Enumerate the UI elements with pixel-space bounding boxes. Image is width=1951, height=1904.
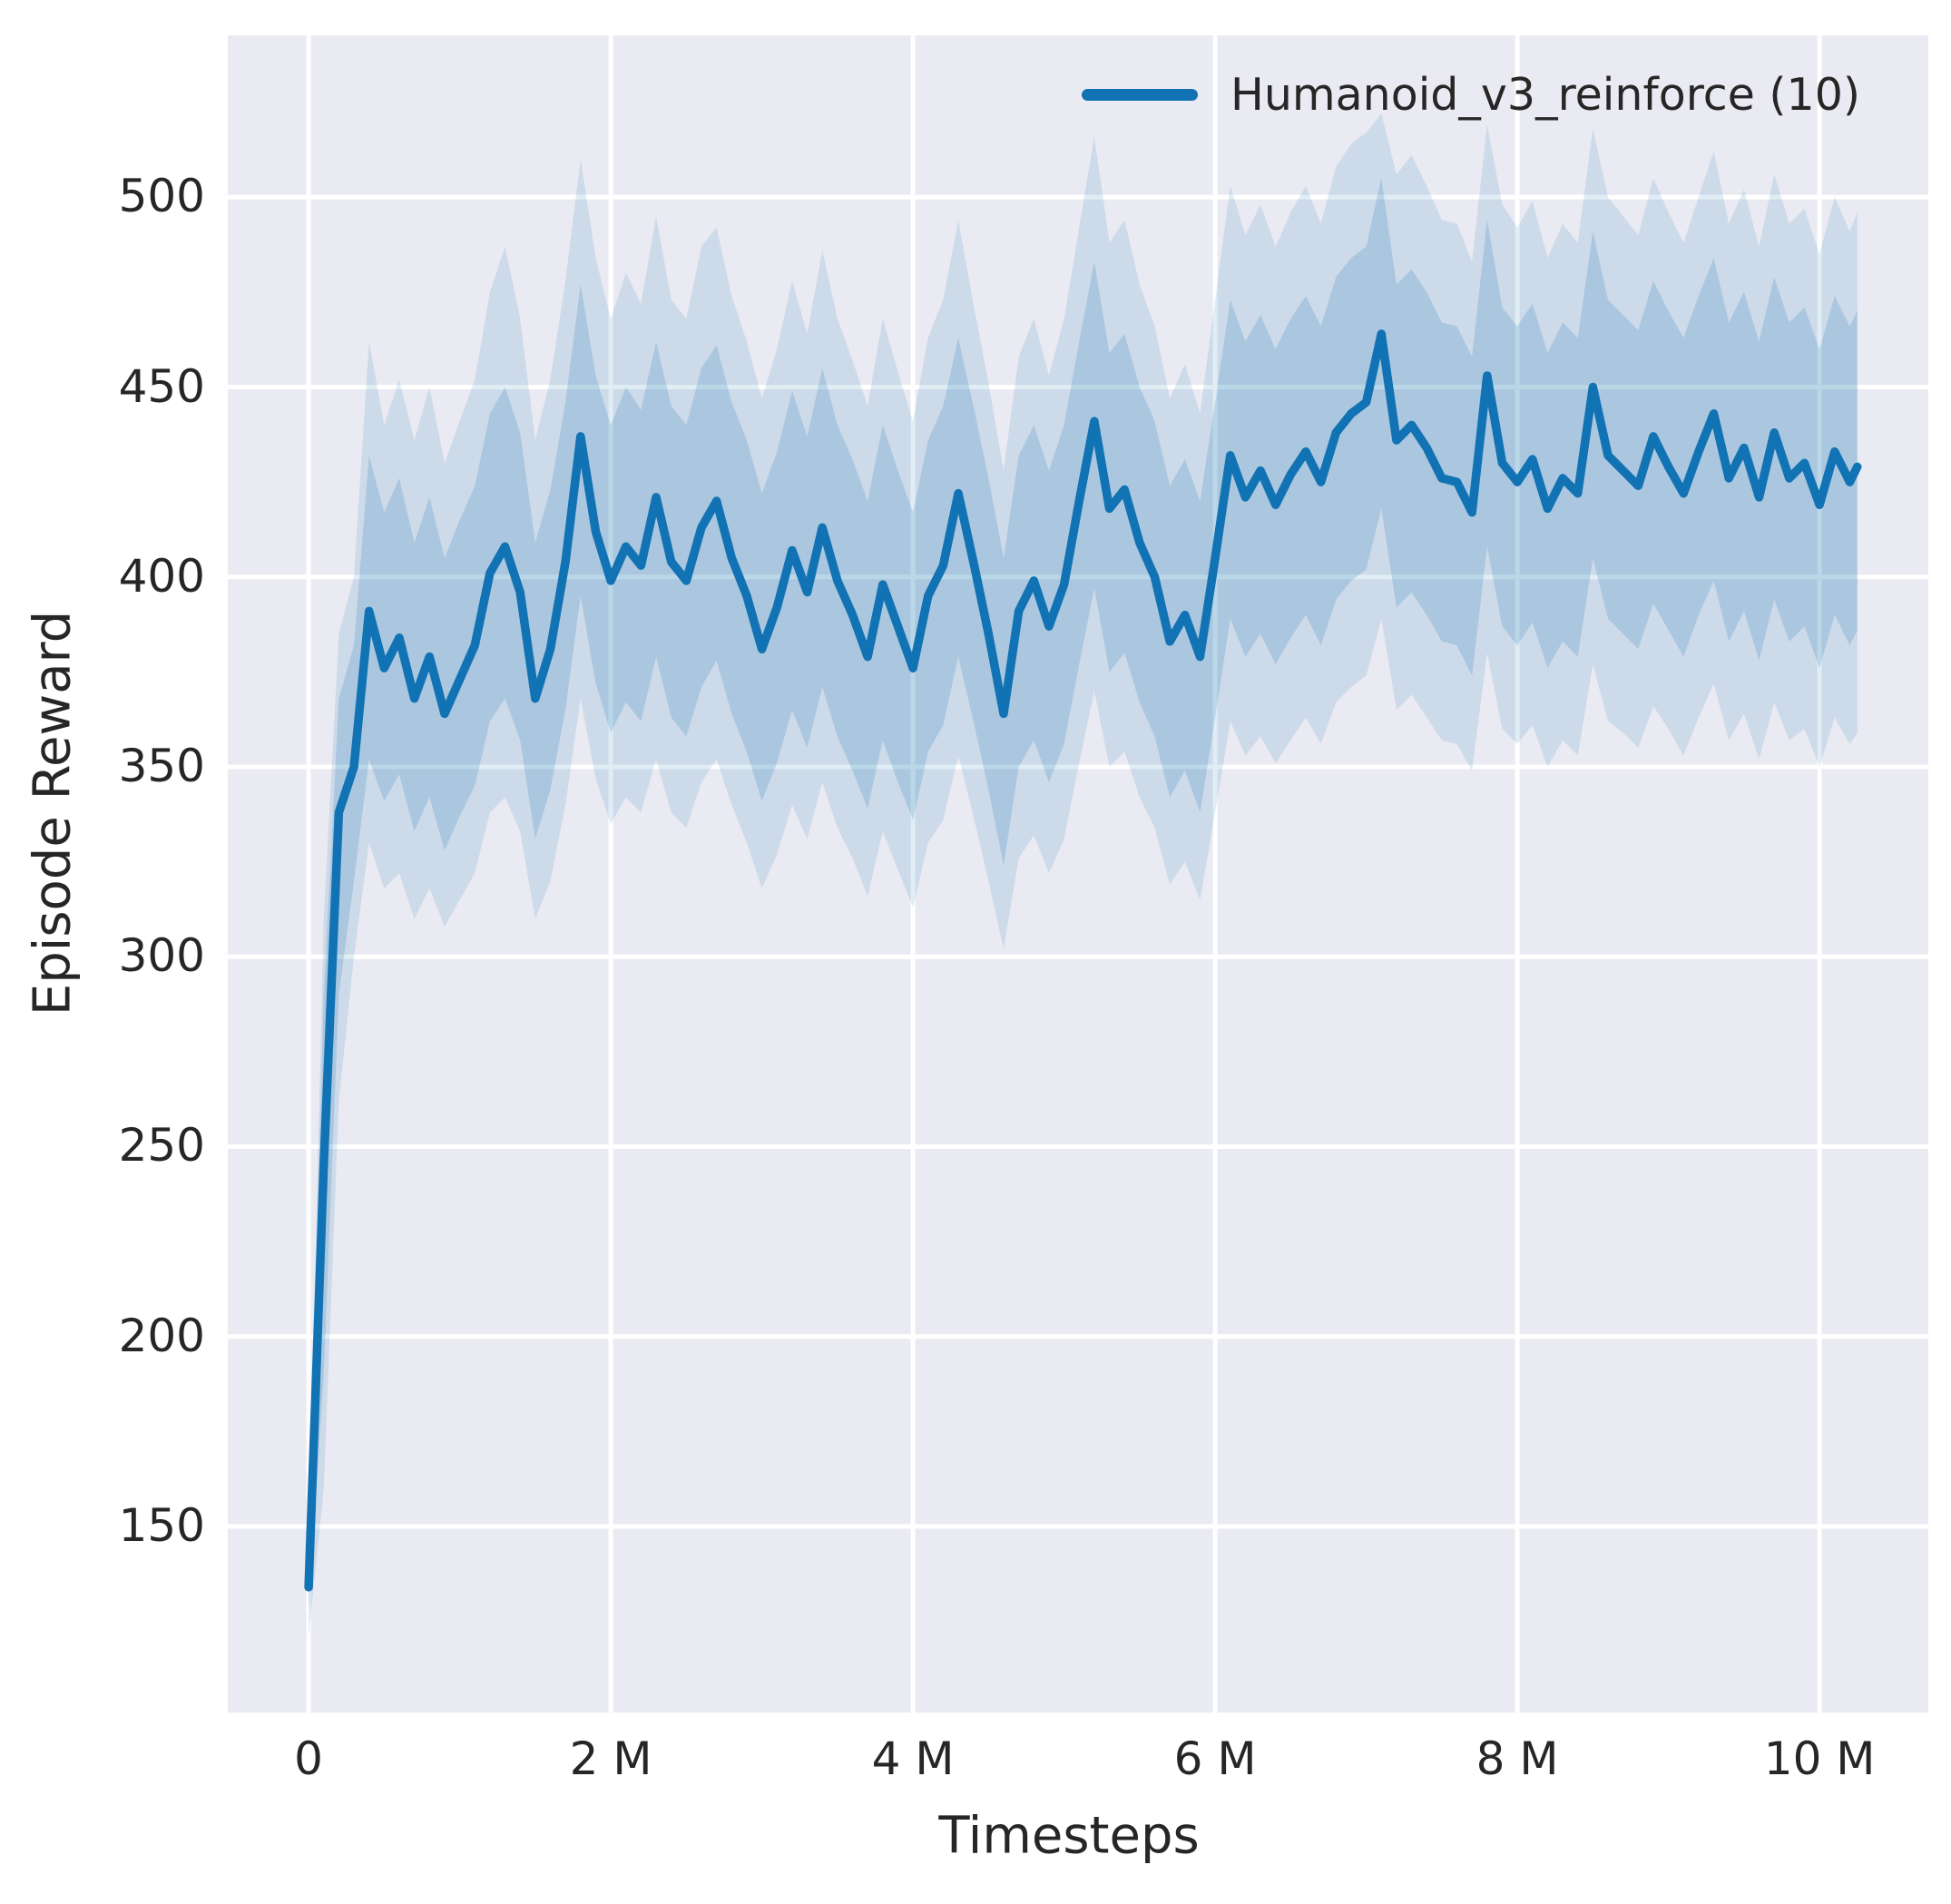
x-tick-label-4: 4 M	[871, 1732, 955, 1785]
y-tick-label-500: 500	[118, 170, 205, 223]
y-tick-label-300: 300	[118, 929, 205, 983]
x-tick-label-10: 10 M	[1763, 1732, 1876, 1785]
legend: Humanoid_v3_reinforce (10)	[1082, 71, 1860, 120]
legend-series-label: Humanoid_v3_reinforce (10)	[1230, 69, 1861, 121]
y-tick-label-450: 450	[118, 359, 205, 413]
x-axis-label: Timesteps	[938, 1806, 1200, 1866]
y-axis-label: Episode Reward	[23, 610, 83, 1016]
x-tick-label-2: 2 M	[569, 1732, 652, 1785]
mean-reward-line	[304, 329, 1862, 1592]
x-tick-label-0: 0	[294, 1732, 323, 1785]
y-tick-label-150: 150	[118, 1498, 205, 1552]
legend-line-swatch-icon	[1082, 89, 1198, 102]
y-tick-label-200: 200	[118, 1309, 205, 1362]
y-tick-label-400: 400	[118, 549, 205, 603]
x-tick-label-6: 6 M	[1173, 1732, 1257, 1785]
y-tick-label-350: 350	[118, 739, 205, 792]
x-tick-label-8: 8 M	[1476, 1732, 1559, 1785]
axes-background	[228, 35, 1928, 1713]
y-tick-label-250: 250	[118, 1119, 205, 1173]
